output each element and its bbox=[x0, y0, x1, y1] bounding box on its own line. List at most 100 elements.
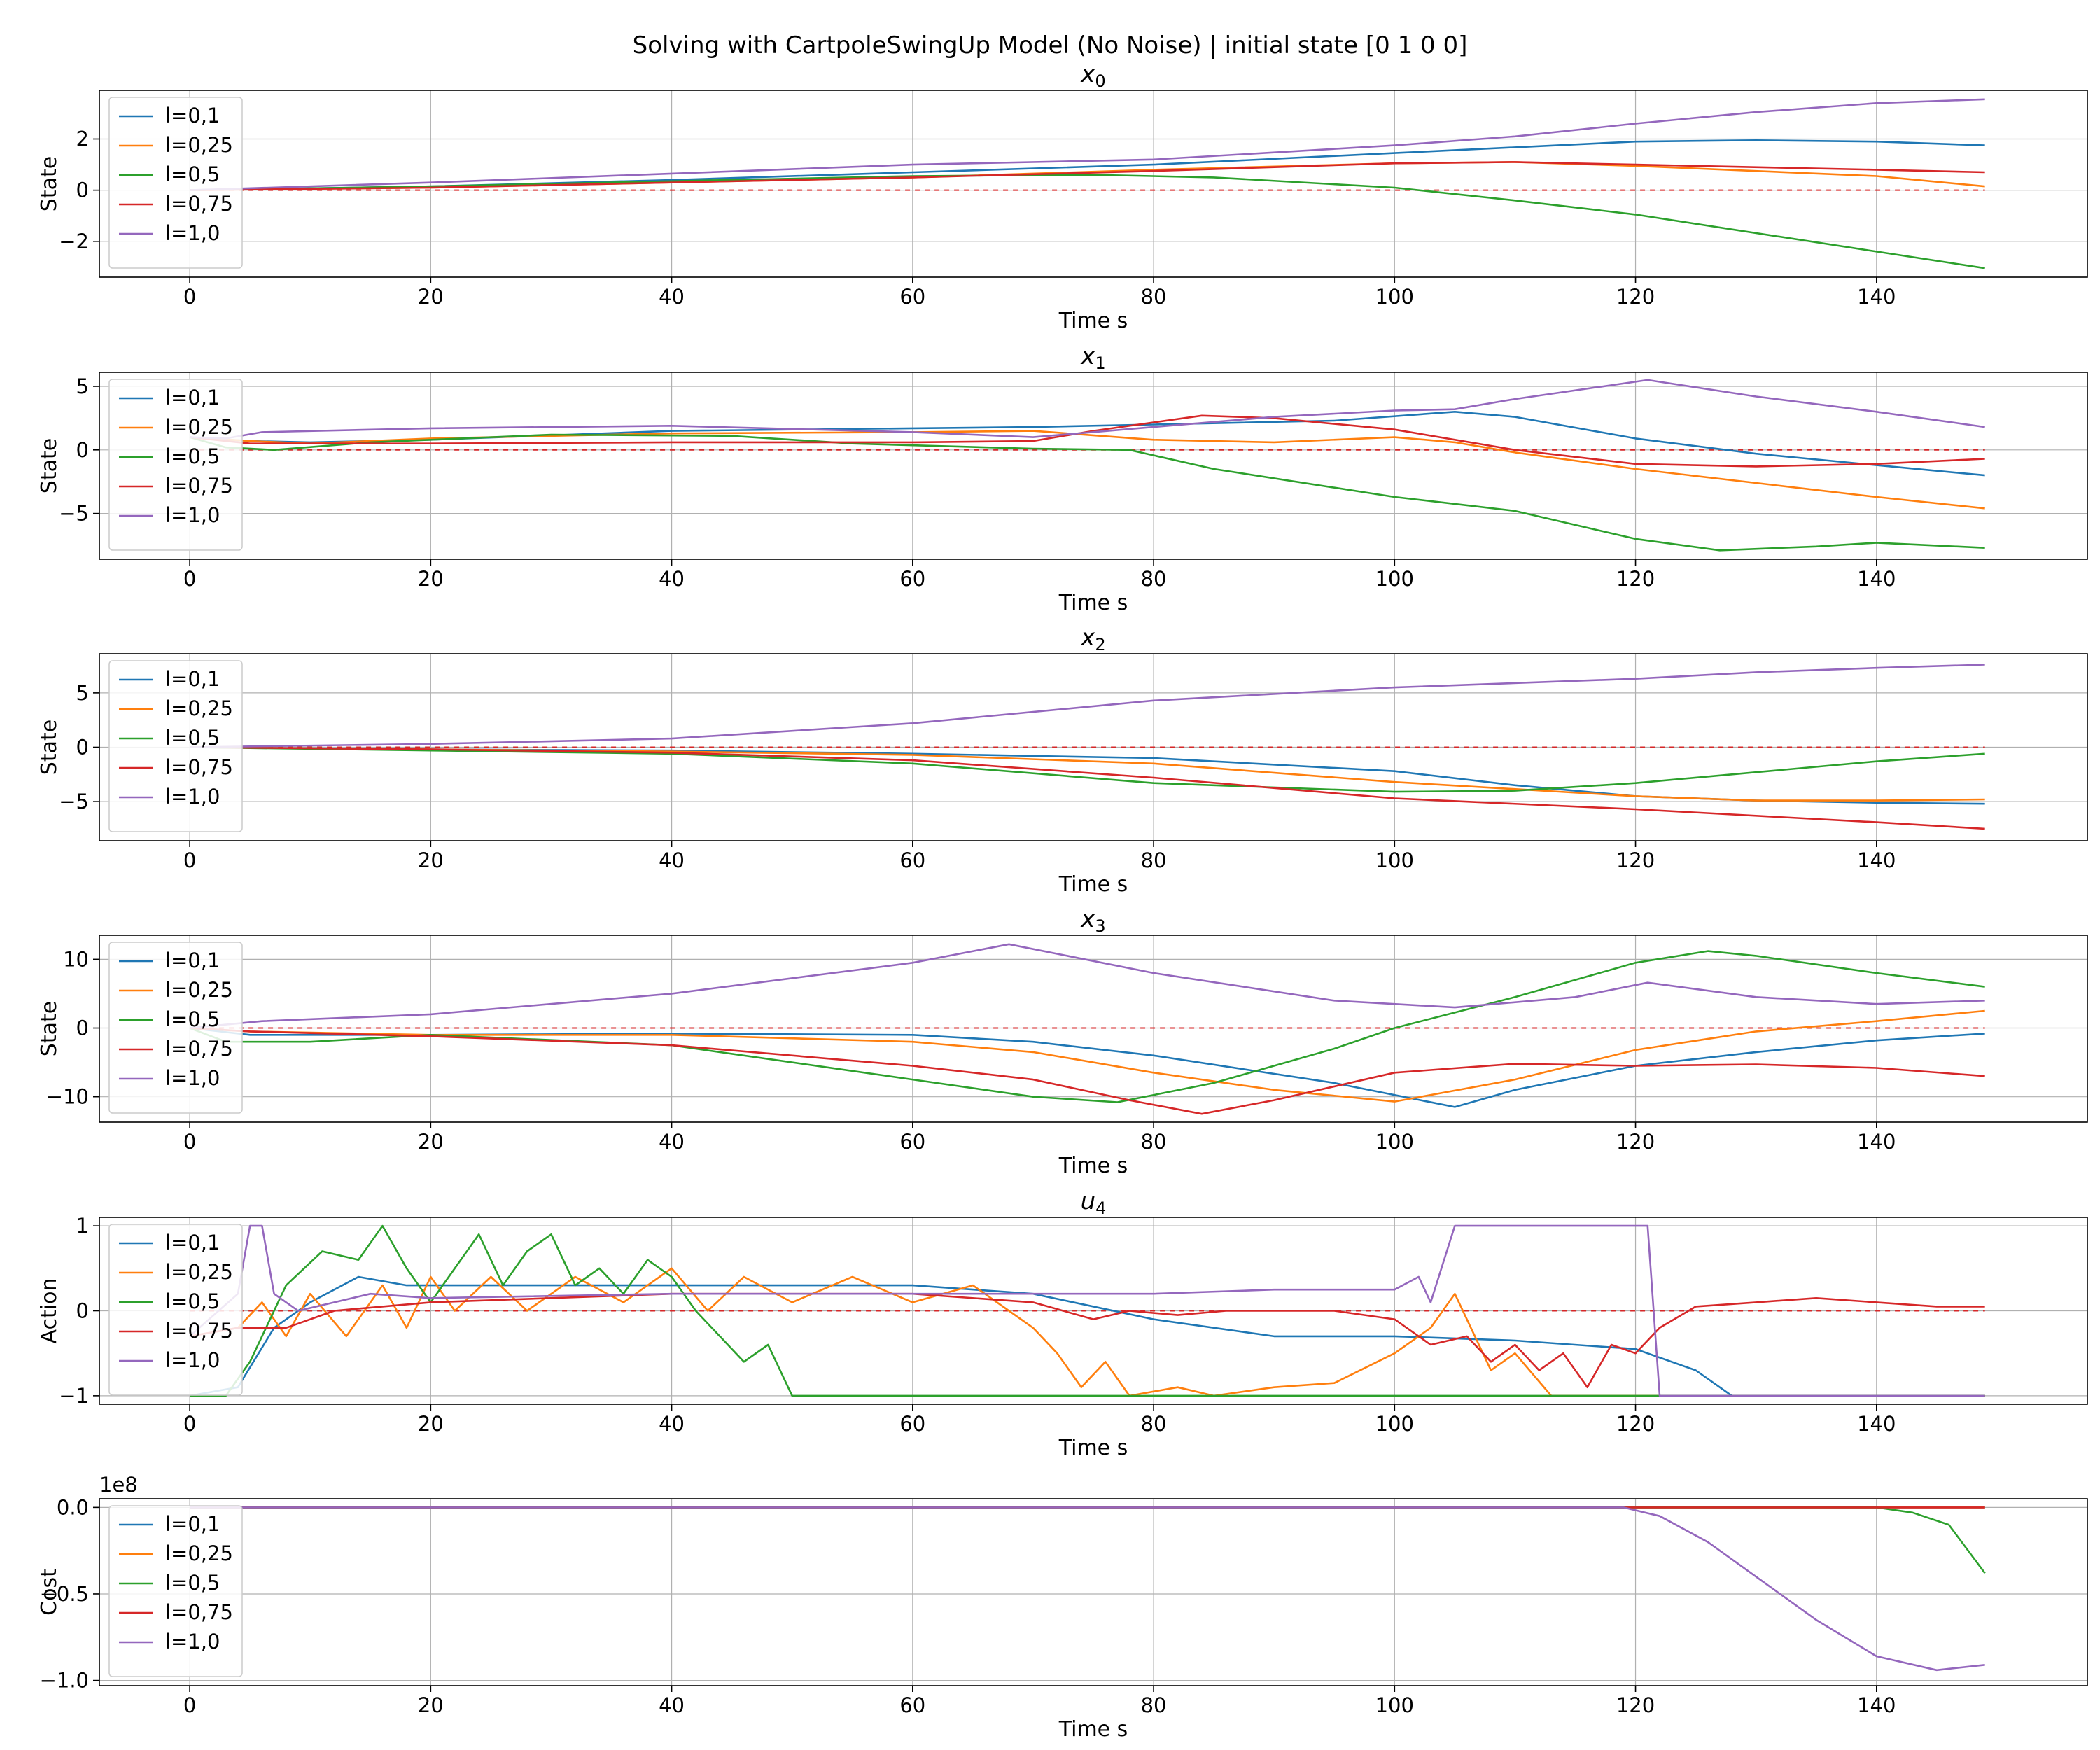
x-tick-label: 140 bbox=[1857, 1693, 1896, 1717]
legend-box bbox=[108, 379, 243, 551]
x-tick-label: 140 bbox=[1857, 285, 1896, 309]
axes-frame bbox=[99, 1498, 2088, 1686]
legend-entry-label: l=0,5 bbox=[165, 444, 220, 468]
series-line-1 bbox=[190, 1009, 1985, 1102]
y-tick-label: 10 bbox=[63, 947, 89, 971]
series-line-0 bbox=[189, 1027, 1985, 1108]
plot-area bbox=[190, 98, 1985, 270]
legend-entry-label: l=0,5 bbox=[165, 1007, 220, 1031]
legend-entry-label: l=1,0 bbox=[165, 785, 220, 808]
subplot-3: x3 0 20 40 60 80 100 120 140 −10 0 10 Time s State l=0… bbox=[37, 905, 2088, 1178]
y-tick-label: 1 bbox=[76, 1214, 89, 1238]
subplot-title: u4 bbox=[1081, 1187, 1107, 1218]
legend-entry-label: l=0,75 bbox=[165, 755, 233, 779]
x-tick-label: 40 bbox=[659, 1412, 685, 1436]
x-tick-label: 120 bbox=[1616, 848, 1655, 872]
plot-area bbox=[190, 1506, 1986, 1672]
axis-offset-text: 1e8 bbox=[99, 1473, 138, 1497]
legend-entry-label: l=0,1 bbox=[165, 667, 220, 691]
y-axis-label: State bbox=[37, 156, 62, 211]
x-tick-label: 120 bbox=[1616, 1693, 1655, 1717]
subplot-title: x0 bbox=[1080, 60, 1105, 91]
y-tick-label: 0.0 bbox=[57, 1495, 89, 1519]
legend: l=0,1 l=0,25 l=0,5 l=0,75 l=1,0 bbox=[108, 660, 243, 832]
y-tick-label: 2 bbox=[76, 127, 89, 150]
legend-entry-label: l=0,75 bbox=[165, 1319, 233, 1343]
x-tick-label: 60 bbox=[899, 848, 925, 872]
series-line-4 bbox=[190, 379, 1985, 440]
x-tick-label: 140 bbox=[1857, 567, 1896, 591]
x-tick-label: 100 bbox=[1376, 1130, 1414, 1154]
y-tick-label: 0 bbox=[76, 178, 89, 202]
legend: l=0,1 l=0,25 l=0,5 l=0,75 l=1,0 bbox=[108, 379, 243, 551]
legend-entry-label: l=0,25 bbox=[165, 978, 233, 1002]
y-axis-label: Action bbox=[37, 1278, 62, 1344]
x-tick-label: 100 bbox=[1376, 1412, 1414, 1436]
x-axis-label: Time s bbox=[1058, 309, 1128, 333]
x-tick-label: 120 bbox=[1616, 1130, 1655, 1154]
subplot-title-subscript: 0 bbox=[1095, 71, 1105, 91]
legend-entry-label: l=0,25 bbox=[165, 696, 233, 720]
legend-box bbox=[108, 660, 243, 832]
x-tick-label: 140 bbox=[1857, 1130, 1896, 1154]
y-tick-label: −0.5 bbox=[40, 1582, 89, 1606]
subplot-title-subscript: 3 bbox=[1095, 916, 1105, 936]
series-line-2 bbox=[190, 1506, 1986, 1574]
series-line-4 bbox=[190, 1506, 1985, 1672]
subplot-title-base: x bbox=[1080, 624, 1096, 652]
x-tick-label: 0 bbox=[183, 567, 196, 591]
series-line-3 bbox=[190, 161, 1985, 191]
x-tick-label: 20 bbox=[418, 848, 444, 872]
series-line-3 bbox=[190, 1027, 1985, 1115]
legend-entry-label: l=0,25 bbox=[165, 1260, 233, 1284]
x-tick-label: 120 bbox=[1616, 285, 1655, 309]
subplot-title: x3 bbox=[1080, 905, 1105, 936]
subplot-title-base: x bbox=[1080, 905, 1096, 933]
subplot-title: x2 bbox=[1080, 624, 1105, 654]
subplot-title-subscript: 2 bbox=[1095, 635, 1105, 654]
x-tick-label: 60 bbox=[899, 1130, 925, 1154]
x-tick-label: 0 bbox=[183, 848, 196, 872]
legend-entry-label: l=0,5 bbox=[165, 1571, 220, 1595]
y-tick-label: −1.0 bbox=[40, 1669, 89, 1693]
series-line-1 bbox=[190, 430, 1985, 510]
legend-entry-label: l=0,5 bbox=[165, 726, 220, 750]
legend-entry-label: l=1,0 bbox=[165, 503, 220, 527]
subplot-title-base: u bbox=[1081, 1187, 1096, 1215]
x-tick-label: 60 bbox=[899, 1693, 925, 1717]
x-axis-label: Time s bbox=[1058, 1154, 1128, 1178]
subplot-title: x1 bbox=[1080, 342, 1105, 373]
x-tick-label: 20 bbox=[418, 1412, 444, 1436]
series-line-1 bbox=[190, 746, 1985, 802]
y-tick-label: −5 bbox=[59, 502, 89, 526]
subplot-5: 0 20 40 60 80 100 120 140 −1.0 −0.5 0.0 1e8 Time s Co… bbox=[37, 1473, 2088, 1742]
y-axis-label: State bbox=[37, 720, 62, 775]
legend-entry-label: l=1,0 bbox=[165, 1630, 220, 1653]
series-line-4 bbox=[190, 98, 1985, 191]
series-line-0 bbox=[190, 139, 1985, 191]
x-tick-label: 140 bbox=[1857, 848, 1896, 872]
y-tick-label: 0 bbox=[76, 438, 89, 462]
axes-frame bbox=[99, 90, 2088, 278]
x-tick-label: 20 bbox=[418, 285, 444, 309]
x-tick-label: 40 bbox=[659, 1693, 685, 1717]
legend-box bbox=[108, 941, 243, 1114]
legend-entry-label: l=1,0 bbox=[165, 221, 220, 245]
x-tick-label: 100 bbox=[1376, 1693, 1414, 1717]
legend-entry-label: l=0,75 bbox=[165, 1037, 233, 1060]
series-line-1 bbox=[189, 1267, 1985, 1397]
series-line-2 bbox=[189, 433, 1985, 552]
legend-entry-label: l=0,1 bbox=[165, 104, 220, 127]
axes-frame bbox=[99, 372, 2088, 560]
x-tick-label: 100 bbox=[1376, 848, 1414, 872]
legend-box bbox=[108, 1505, 243, 1677]
legend: l=0,1 l=0,25 l=0,5 l=0,75 l=1,0 bbox=[108, 1224, 243, 1396]
legend-entry-label: l=1,0 bbox=[165, 1066, 220, 1090]
x-tick-label: 60 bbox=[899, 1412, 925, 1436]
legend-entry-label: l=0,75 bbox=[165, 474, 233, 498]
x-tick-label: 100 bbox=[1376, 285, 1414, 309]
legend: l=0,1 l=0,25 l=0,5 l=0,75 l=1,0 bbox=[108, 941, 243, 1114]
x-tick-label: 40 bbox=[659, 567, 685, 591]
